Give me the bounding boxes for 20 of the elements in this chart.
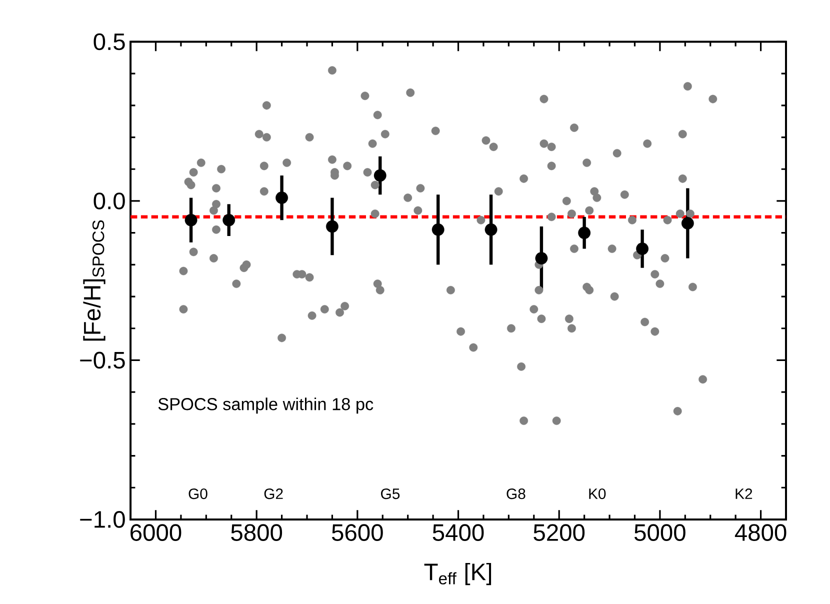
annotation: G0 <box>188 488 208 500</box>
annotation: G2 <box>264 488 283 500</box>
annotation: K0 <box>589 488 606 500</box>
y-tick-label: −1.0 <box>80 511 125 528</box>
annotation: K2 <box>736 488 752 499</box>
x-tick-label: 5600 <box>332 524 383 541</box>
x-tick-label: 5200 <box>534 524 585 541</box>
y-tick-label: −0.5 <box>80 352 125 369</box>
x-tick-label: 6000 <box>130 524 182 541</box>
x-axis-title: T$_{eff}$ [K] <box>424 562 492 586</box>
y-tick-label: 0.5 <box>94 33 125 50</box>
y-tick-label: 0.0 <box>94 192 125 210</box>
x-tick-label: 4800 <box>734 524 786 541</box>
annotation: SPOCS sample within 18 pc <box>158 398 374 414</box>
x-tick-label: 5000 <box>634 524 686 541</box>
y-axis-title: [Fe/H]$_{SPOCS}$ <box>83 220 106 341</box>
annotation: G5 <box>381 488 400 500</box>
x-tick-label: 5800 <box>231 524 282 541</box>
x-tick-label: 5400 <box>432 524 484 541</box>
annotation: G8 <box>506 488 526 500</box>
